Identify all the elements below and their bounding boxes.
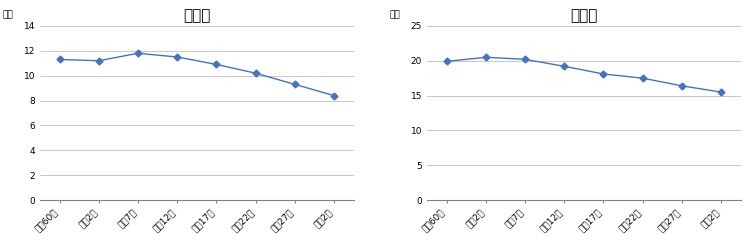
Text: 千人: 千人 [389,10,400,19]
Title: 利根町: 利根町 [570,8,598,23]
Title: 河内町: 河内町 [184,8,210,23]
Text: 千人: 千人 [2,10,13,19]
